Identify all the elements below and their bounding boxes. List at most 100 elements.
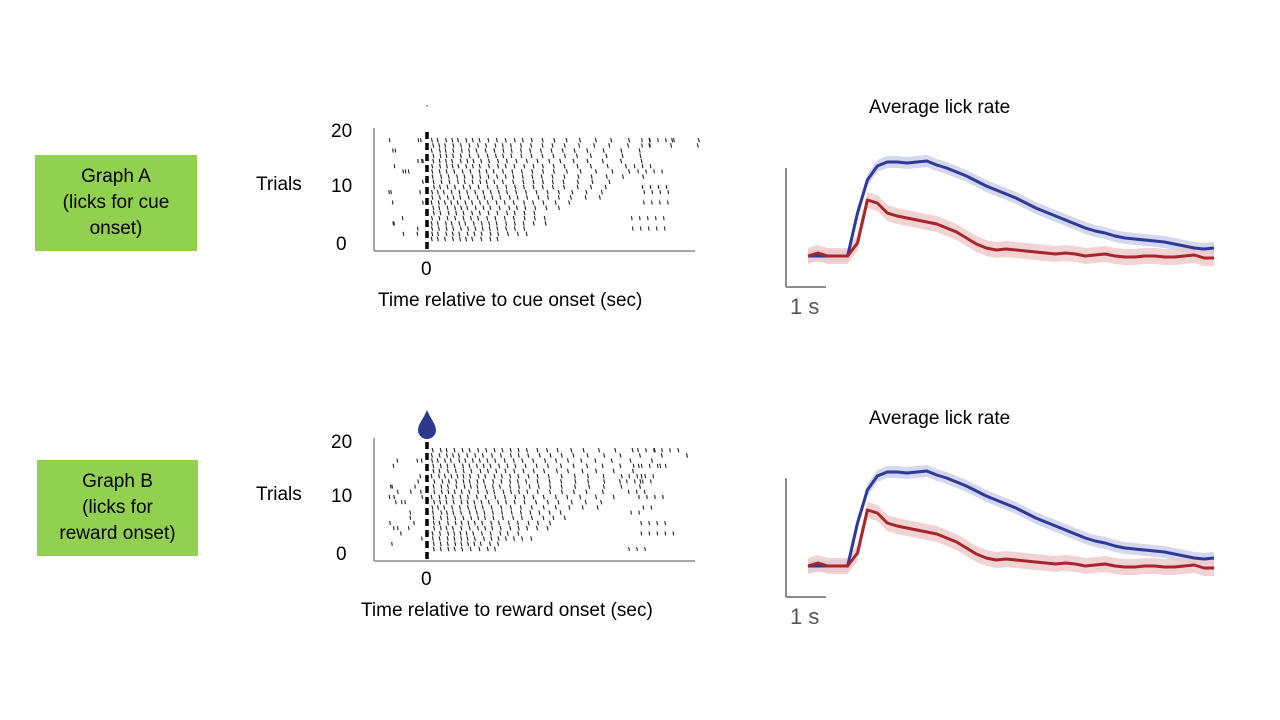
lick-tick xyxy=(685,453,689,458)
lick-tick xyxy=(438,468,441,474)
lick-tick xyxy=(392,148,394,153)
lick-tick xyxy=(548,520,552,526)
lick-tick xyxy=(447,489,450,495)
lick-tick xyxy=(541,153,544,159)
lick-tick xyxy=(572,453,575,458)
lick-tick xyxy=(499,531,502,536)
lick-tick xyxy=(438,453,441,458)
lick-tick xyxy=(402,231,405,236)
lick-tick xyxy=(560,473,563,479)
lick-tick xyxy=(572,158,575,164)
lick-tick xyxy=(497,189,500,195)
lick-tick xyxy=(430,137,433,143)
lick-tick xyxy=(390,190,392,195)
lick-tick xyxy=(432,546,435,552)
lick-tick xyxy=(524,205,527,211)
lick-tick xyxy=(520,153,523,159)
lick-tick xyxy=(481,505,484,510)
lick-tick xyxy=(538,453,541,458)
lick-tick xyxy=(536,158,539,164)
lick-tick xyxy=(637,169,639,174)
lick-tick xyxy=(432,153,435,159)
lick-tick xyxy=(560,489,563,495)
lick-tick xyxy=(610,458,613,463)
lick-tick xyxy=(439,184,442,190)
lick-tick xyxy=(456,179,459,185)
lick-tick xyxy=(471,458,474,463)
lick-tick xyxy=(530,505,533,510)
lick-tick xyxy=(445,153,448,159)
lick-tick xyxy=(477,215,480,221)
lick-tick xyxy=(579,169,582,174)
lick-tick xyxy=(471,163,474,169)
lick-tick xyxy=(523,226,526,231)
lick-tick xyxy=(407,169,410,174)
lick-tick xyxy=(420,489,422,494)
lick-tick xyxy=(492,479,495,484)
lick-tick xyxy=(530,137,533,143)
lick-tick xyxy=(509,505,512,510)
lick-tick xyxy=(458,231,461,237)
lick-tick xyxy=(543,215,546,221)
lick-tick xyxy=(446,541,449,547)
lick-tick xyxy=(505,158,508,164)
lick-tick xyxy=(537,195,540,200)
lick-tick xyxy=(477,473,480,479)
lick-tick xyxy=(400,531,402,536)
lick-tick xyxy=(431,447,434,453)
lick-tick xyxy=(533,210,536,216)
lick-tick xyxy=(447,174,450,179)
lick-tick xyxy=(578,137,581,143)
lick-tick xyxy=(453,531,456,536)
lick-tick xyxy=(585,189,588,195)
lick-tick xyxy=(464,458,467,463)
lick-tick xyxy=(548,489,552,495)
lick-tick xyxy=(549,453,552,458)
lick-tick xyxy=(432,143,435,148)
lick-tick xyxy=(505,221,508,226)
lick-tick xyxy=(581,505,584,510)
lick-tick xyxy=(649,184,652,190)
blue-series-line xyxy=(808,159,1215,258)
lick-tick xyxy=(633,164,636,169)
lick-tick xyxy=(589,163,592,169)
lick-tick xyxy=(563,515,566,521)
lick-tick xyxy=(452,453,455,458)
lick-tick xyxy=(453,205,457,211)
lick-tick xyxy=(483,195,486,200)
lick-tick xyxy=(669,448,671,453)
lick-tick xyxy=(468,489,471,495)
lick-tick xyxy=(503,215,506,221)
lick-tick xyxy=(557,195,560,200)
lick-tick xyxy=(531,174,534,179)
lick-tick xyxy=(517,453,520,458)
lick-tick xyxy=(597,447,601,453)
lick-tick xyxy=(696,143,699,148)
lick-tick xyxy=(560,453,563,458)
lick-tick xyxy=(645,169,647,174)
lick-tick xyxy=(508,205,511,211)
lick-tick xyxy=(632,463,635,468)
lick-tick xyxy=(480,231,483,237)
lick-tick xyxy=(481,453,484,458)
lick-tick xyxy=(621,153,624,159)
lick-tick xyxy=(454,515,457,521)
lick-tick xyxy=(486,458,489,463)
lick-tick xyxy=(444,148,447,153)
lick-tick xyxy=(539,148,543,153)
lick-tick xyxy=(509,447,512,453)
lick-tick xyxy=(573,148,576,153)
lick-tick xyxy=(663,226,666,231)
lick-tick xyxy=(471,174,474,179)
lick-tick xyxy=(468,148,471,153)
lick-tick xyxy=(477,447,480,453)
lick-tick xyxy=(459,494,462,500)
lick-tick xyxy=(640,463,643,468)
lick-tick xyxy=(563,184,566,190)
lick-tick xyxy=(457,163,460,169)
lick-tick xyxy=(635,489,638,494)
lick-tick xyxy=(504,137,507,143)
lick-tick xyxy=(587,479,590,484)
lick-tick xyxy=(478,137,481,143)
lick-tick xyxy=(501,447,504,453)
